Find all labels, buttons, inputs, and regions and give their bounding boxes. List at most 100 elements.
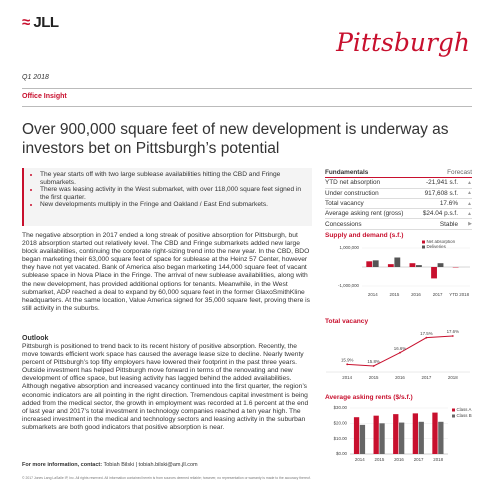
row-label: Under construction [325,189,379,197]
legend-swatch [422,245,425,249]
legend-swatch [452,408,455,412]
bar [409,263,416,267]
copyright: © 2017 Jones Lang LaSalle IP, Inc. All r… [22,476,311,480]
chart-title: Supply and demand (s.f.) [325,232,404,239]
row-value: $24.04 p.s.f. [422,210,458,218]
line [347,335,453,367]
x-tick-label: 2018 [448,375,458,380]
forecast-label: Forecast [447,169,472,177]
bar [394,257,401,267]
highlight: There was leasing activity in the West s… [40,186,306,201]
x-tick-label: 2016 [395,375,405,380]
bar [372,260,379,267]
legend-label: Deliveries [427,244,447,249]
row-value: 17.6% [439,200,458,208]
point [346,363,349,366]
x-tick-label: 2017 [414,457,424,462]
x-tick-label: 2015 [369,375,379,380]
y-tick-label: $10.00 [334,436,348,441]
row-label: Total vacancy [325,200,364,208]
chart-title: Total vacancy [325,318,369,325]
bar [387,264,394,267]
paragraph: The negative absorption in 2017 ended a … [22,232,310,312]
table-header: Fundamentals Forecast [325,168,472,179]
headline: Over 900,000 square feet of new developm… [22,121,449,157]
table-row: Average asking rent (gross) $24.04 p.s.f.… [325,209,472,220]
forecast-icon: ▲ [467,190,472,197]
logo-text: JLL [33,14,59,31]
rule [22,88,472,89]
data-label: 17.5% [420,331,433,336]
logo: ≈ JLL [22,14,59,31]
bar [353,417,360,454]
data-label: 17.6% [447,329,460,334]
highlight: New developments multiply in the Fringe … [40,201,306,209]
bar [432,412,438,454]
outlook-heading: Outlook [22,335,49,342]
chart: 2014 2015 2016 2017 YTD 2018 1,000,000 -1,000,… [338,240,470,297]
x-tick-label: 2017 [433,292,443,297]
bar [438,421,444,454]
point [451,335,454,337]
legend-label: Class B [457,413,472,418]
forecast-icon: ▲ [467,179,472,186]
x-tick-label: 2015 [390,292,400,297]
x-tick-label: 2014 [355,457,365,462]
row-value: 917,608 s.f. [424,189,458,197]
bar [393,414,399,454]
row-value: Stable [439,220,458,228]
y-tick-label: $20.00 [334,420,348,425]
point [425,336,428,339]
x-tick-label: 2018 [433,457,443,462]
bar [412,413,419,454]
forecast-icon: ▶ [468,221,472,228]
fundamentals-table: Fundamentals Forecast YTD net absorption -… [325,168,472,230]
legend-label: Net absorption [427,240,456,244]
highlight: The year starts off with two large suble… [40,171,306,186]
bar [418,421,424,454]
bar [379,423,385,454]
paragraph: Pittsburgh is positioned to trend back t… [22,343,309,431]
data-label: 15.9% [341,357,354,362]
bar [416,265,422,267]
x-tick-label: 2016 [411,292,421,297]
row-label: YTD net absorption [325,179,381,187]
x-tick-label: 2017 [422,375,432,380]
forecast-icon: ▲ [467,200,472,207]
y-tick-label: $0.00 [336,451,348,456]
table-row: Under construction 917,608 s.f. ▲ [325,189,472,199]
table-row: Total vacancy 17.6% ▲ [325,199,472,210]
bar [366,261,373,267]
city: Pittsburgh [336,28,470,57]
table-title: Fundamentals [325,169,369,177]
y-tick-label: $30.00 [334,405,348,410]
highlights: The year starts off with two large suble… [22,168,312,226]
rule [22,106,472,107]
chart-title: Average asking rents ($/s.f.) [325,394,413,401]
period: Q1 2018 [22,74,49,81]
x-tick-label: 2014 [368,292,378,297]
x-tick-label: YTD 2018 [449,292,469,297]
x-tick-label: 2014 [342,375,352,380]
bar [373,415,379,454]
x-tick-label: 2016 [394,457,404,462]
table-row: Concessions Stable ▶ [325,219,472,230]
chart: 2014 2015 2016 2017 2018 $30.00 $20.00 $10.00 $0… [334,405,472,462]
legend-swatch [452,414,455,418]
point [399,351,401,354]
chart: 2014 2015 2016 2017 2018 15.9% 15.8% 16.6% 17.5%… [326,329,470,380]
bar [359,424,366,454]
data-label: 15.8% [367,359,380,364]
bar [431,267,437,279]
row-label: Concessions [325,220,362,228]
legend-label: Class A [457,407,472,412]
y-tick-label: 1,000,000 [339,245,359,250]
y-tick-label: -1,000,000 [338,283,360,288]
row-label: Average asking rent (gross) [325,210,404,218]
contact-info: Tobiah Bilski | tobiah.bilski@am.jll.com [103,462,198,468]
x-tick-label: 2015 [375,457,385,462]
row-value: -21,941 s.f. [426,179,458,187]
contact: For more information, contact: Tobiah Bi… [22,462,198,468]
data-label: 16.6% [394,346,407,351]
